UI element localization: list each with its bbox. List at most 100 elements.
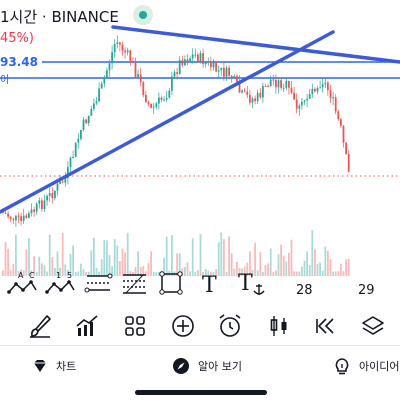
candle-body: [67, 167, 69, 179]
trendline-rising: [0, 30, 335, 214]
brush-icon[interactable]: [20, 305, 60, 347]
indicators-icon[interactable]: [67, 305, 107, 347]
candle-body: [282, 87, 285, 89]
volume-bar: [20, 269, 22, 276]
horizontal-line-price-label: 93.48: [0, 55, 42, 69]
candle-body: [7, 213, 9, 217]
price-change-percent: 45%): [0, 31, 34, 46]
candle-body: [124, 50, 126, 53]
volume-bar: [4, 241, 7, 276]
candle-body: [64, 178, 67, 183]
volume-bar: [303, 260, 306, 276]
volume-bar: [207, 270, 210, 276]
volume-bar: [246, 262, 249, 276]
candle-body: [54, 190, 56, 199]
layouts-icon[interactable]: [115, 305, 155, 347]
volume-bar: [132, 271, 134, 276]
volume-bar: [9, 270, 12, 276]
fib-extension-icon[interactable]: [116, 266, 152, 300]
volume-bar: [204, 268, 207, 276]
candle-body: [90, 108, 93, 116]
volume-bar: [298, 271, 301, 276]
candle-body: [329, 90, 332, 99]
fib-retracement-icon[interactable]: [80, 266, 116, 300]
volume-bar: [100, 258, 103, 276]
chart-area[interactable]: 1시간 · BINANCE 45%) 93.48 이 28 29: [0, 0, 400, 300]
candle-body: [301, 101, 303, 106]
candle-body: [43, 200, 46, 209]
candle-body: [295, 99, 298, 109]
volume-bar: [77, 271, 80, 276]
volume-bar: [95, 267, 98, 276]
candle-body: [22, 215, 25, 221]
candle-body: [264, 85, 267, 87]
text-tool-icon[interactable]: T: [192, 266, 228, 300]
candle-body: [256, 92, 259, 102]
volume-bar: [308, 265, 311, 276]
volume-bar: [321, 270, 324, 276]
compass-icon: [173, 358, 189, 374]
candle-body: [59, 181, 61, 184]
candle-body: [314, 88, 316, 92]
volume-bar: [103, 239, 106, 276]
lightbulb-icon: [335, 358, 349, 375]
anchored-text-icon[interactable]: T: [232, 266, 268, 300]
candle-body: [158, 97, 160, 104]
abcd-pattern-icon[interactable]: A C: [4, 266, 40, 300]
candle-body: [103, 77, 106, 84]
candle-body: [230, 75, 233, 78]
volume-bar: [139, 266, 142, 276]
volume-bar: [124, 252, 126, 276]
volume-bar: [306, 251, 308, 276]
candle-body: [108, 63, 111, 71]
candle-body: [254, 98, 256, 102]
candle-body: [139, 74, 142, 83]
candle-body: [342, 125, 345, 143]
volume-bar: [217, 242, 220, 276]
volume-bar: [282, 255, 285, 276]
candle-body: [334, 97, 337, 112]
alarm-icon[interactable]: [210, 305, 250, 347]
nav-tab-learn[interactable]: 알아 보기: [172, 346, 242, 386]
volume-bar: [316, 263, 319, 276]
volume-bar: [41, 263, 43, 276]
rectangle-icon[interactable]: [153, 266, 189, 300]
add-icon[interactable]: [163, 305, 203, 347]
nav-tab-ideas[interactable]: 아이디어: [333, 346, 399, 386]
volume-bar: [254, 242, 256, 276]
layers-icon[interactable]: [353, 305, 393, 347]
volume-bar: [290, 239, 293, 276]
volume-bar: [38, 256, 41, 276]
candle-type-icon[interactable]: [259, 305, 299, 347]
svg-text:T: T: [238, 271, 253, 296]
volume-bar: [199, 233, 202, 276]
candle-body: [321, 84, 324, 88]
candle-body: [189, 58, 191, 62]
candle-body: [93, 103, 95, 109]
candle-body: [9, 216, 12, 219]
candle-body: [204, 61, 207, 65]
candle-body: [236, 75, 238, 82]
volume-bar: [340, 263, 342, 276]
volume-bar: [98, 271, 100, 276]
candle-body: [316, 88, 319, 92]
symbol-title[interactable]: 1시간 · BINANCE: [0, 8, 119, 26]
candle-body: [186, 59, 189, 62]
volume-bar: [35, 271, 38, 276]
volume-bar: [30, 270, 33, 276]
volume-bar: [163, 257, 165, 276]
volume-bar: [275, 270, 277, 276]
candle-body: [165, 97, 168, 100]
candle-body: [306, 98, 308, 101]
candle-body: [160, 97, 163, 100]
elliott-wave-icon[interactable]: 1 5: [42, 266, 78, 300]
candle-body: [126, 50, 129, 53]
nav-tab-chart[interactable]: 차트: [32, 346, 76, 386]
candle-body: [332, 97, 334, 99]
candle-body: [155, 103, 158, 107]
candle-body: [28, 213, 30, 218]
volume-bar: [256, 270, 259, 276]
volume-bar: [72, 245, 74, 276]
replay-icon[interactable]: [305, 305, 345, 347]
price-chart[interactable]: [0, 0, 400, 300]
